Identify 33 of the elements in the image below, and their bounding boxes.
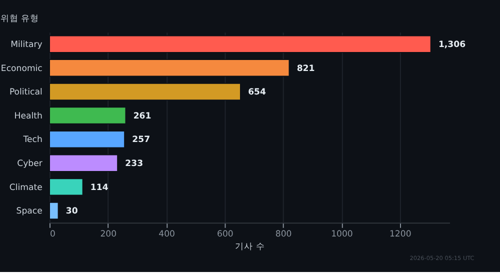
x-tick-label: 200	[100, 229, 117, 240]
x-axis-title: 기사 수	[235, 242, 265, 252]
x-tick-label: 800	[275, 229, 292, 240]
bar	[49, 82, 241, 101]
y-tick-label: Health	[14, 111, 42, 122]
chart-title: 위협 유형	[0, 14, 40, 24]
data-label: 1,306	[438, 40, 466, 50]
bar	[49, 178, 84, 196]
bar	[49, 154, 118, 172]
bar	[49, 202, 59, 220]
y-tick-label: Military	[10, 40, 42, 50]
x-tick-label: 600	[217, 229, 234, 240]
y-tick-label: Tech	[22, 135, 42, 146]
y-tick-label: Climate	[9, 182, 42, 193]
data-label: 261	[133, 111, 152, 122]
bar	[49, 35, 432, 53]
data-label: 821	[296, 64, 315, 74]
x-tick-label: 400	[158, 229, 175, 240]
x-tick-label: 1200	[389, 229, 412, 240]
data-label: 30	[66, 206, 78, 217]
bar	[49, 106, 126, 124]
data-label: 114	[90, 182, 108, 193]
x-tick-label: 1000	[331, 229, 353, 240]
x-tick-label: 0	[50, 229, 56, 240]
bar	[49, 130, 126, 148]
data-label: 233	[125, 159, 144, 169]
data-label: 257	[132, 135, 150, 146]
data-label: 654	[248, 88, 266, 98]
y-tick-label: Economic	[0, 64, 43, 74]
y-tick-label: Political	[9, 88, 42, 98]
y-tick-label: Space	[16, 206, 42, 217]
y-tick-label: Cyber	[17, 159, 43, 169]
bar	[49, 59, 290, 77]
